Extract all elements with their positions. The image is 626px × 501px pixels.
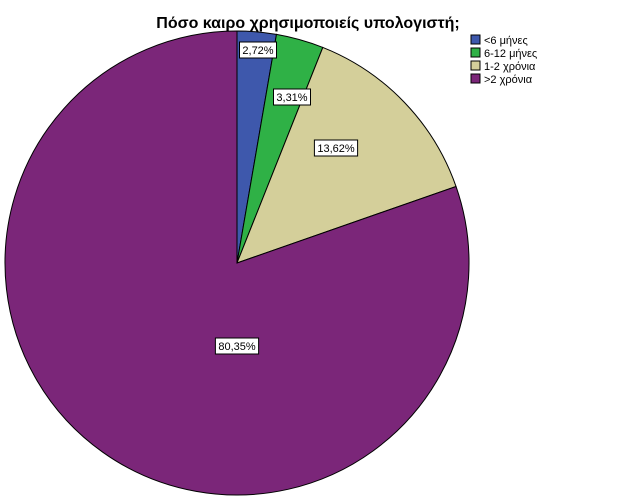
legend-entry-3: 1-2 χρόνια — [470, 60, 536, 73]
data-label-4: 80,35% — [214, 337, 260, 355]
data-label-3: 13,62% — [313, 139, 359, 157]
legend-entry-1: <6 μήνες — [470, 34, 528, 47]
data-label-box — [214, 337, 260, 355]
legend-swatch — [470, 47, 481, 58]
legend-swatch — [470, 60, 481, 71]
pie-slice-4 — [4, 30, 470, 496]
legend-swatch — [470, 73, 481, 84]
legend-label: 1-2 χρόνια — [484, 61, 536, 73]
legend-entry-2: 6-12 μήνες — [470, 47, 537, 60]
data-labels: 2,72% 3,31% 13,62% 80,35% — [214, 41, 359, 355]
data-label-text: 2,72% — [242, 45, 273, 57]
chart-title: Πόσο καιρο χρησιμοποιείς υπολογιστή; — [156, 15, 459, 32]
legend-entry-4: >2 χρόνια — [470, 73, 533, 86]
data-label-1: 2,72% — [239, 41, 277, 59]
pie-slices — [4, 30, 470, 496]
data-label-2: 3,31% — [273, 88, 311, 106]
data-label-box — [313, 139, 359, 157]
legend-label: 6-12 μήνες — [484, 48, 537, 60]
data-label-text: 3,31% — [276, 92, 307, 104]
data-label-text: 80,35% — [218, 341, 256, 353]
legend-label: <6 μήνες — [484, 35, 528, 47]
data-label-box — [239, 41, 277, 59]
data-label-box — [273, 88, 311, 106]
legend-swatch — [470, 34, 481, 45]
data-label-text: 13,62% — [317, 143, 355, 155]
legend-label: >2 χρόνια — [484, 74, 533, 86]
